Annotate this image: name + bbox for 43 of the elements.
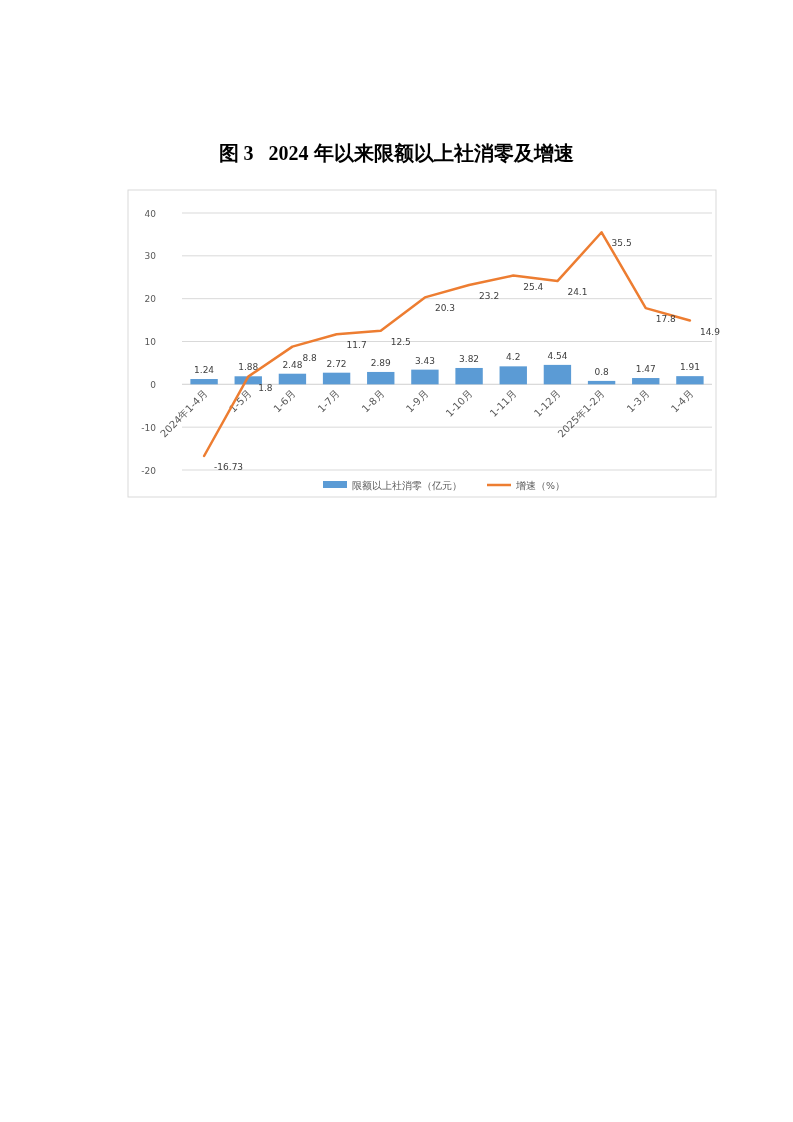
x-tick-label: 1-7月 bbox=[315, 387, 342, 415]
data-label: 1.47 bbox=[635, 364, 656, 375]
data-label: 2.89 bbox=[370, 357, 392, 368]
legend-label: 增速（%） bbox=[515, 480, 566, 491]
data-label: 23.2 bbox=[479, 290, 500, 301]
x-tick-label: 1-4月 bbox=[668, 387, 696, 415]
y-tick-label: 20 bbox=[144, 294, 157, 305]
data-label: 2.72 bbox=[326, 358, 347, 369]
y-tick-label: 40 bbox=[144, 208, 157, 219]
legend-item: 限额以上社消零（亿元） bbox=[323, 480, 462, 491]
data-label: 14.9 bbox=[699, 326, 721, 337]
data-label: 1.91 bbox=[679, 362, 700, 373]
data-label: 1.88 bbox=[238, 362, 259, 373]
data-label: 4.2 bbox=[506, 352, 521, 363]
data-label: -16.73 bbox=[214, 461, 244, 472]
data-label: 17.8 bbox=[655, 314, 677, 325]
data-label: 3.43 bbox=[414, 355, 435, 366]
data-label: 25.4 bbox=[523, 281, 544, 292]
data-label: 11.7 bbox=[346, 340, 367, 351]
data-label: 3.82 bbox=[459, 353, 480, 364]
data-label: 24.1 bbox=[567, 287, 588, 298]
data-label: 0.8 bbox=[594, 366, 610, 377]
y-tick-label: 10 bbox=[144, 337, 157, 347]
legend-item: 增速（%） bbox=[487, 480, 566, 491]
y-tick-label: -20 bbox=[141, 465, 157, 476]
x-tick-label: 1-5月 bbox=[227, 387, 254, 415]
data-label: 12.5 bbox=[390, 336, 411, 347]
data-label: 2.48 bbox=[282, 359, 303, 370]
data-label: 35.5 bbox=[611, 238, 632, 249]
data-label: 20.3 bbox=[434, 303, 455, 314]
title: 图 3 2024 年以来限额以上社消零及增速 bbox=[218, 142, 574, 164]
x-tick-label: 1-3月 bbox=[624, 387, 652, 415]
y-tick-label: 30 bbox=[144, 251, 157, 262]
y-tick-label: 0 bbox=[150, 379, 157, 390]
data-label: 4.54 bbox=[547, 350, 568, 361]
data-label: 8.8 bbox=[302, 352, 317, 363]
x-tick-label: 1-9月 bbox=[403, 387, 431, 415]
data-label: 1.8 bbox=[258, 382, 273, 393]
legend-label: 限额以上社消零（亿元） bbox=[352, 480, 462, 491]
data-label: 1.24 bbox=[194, 365, 215, 376]
y-tick-label: -10 bbox=[141, 422, 157, 433]
x-tick-label: 1-6月 bbox=[271, 387, 298, 415]
x-tick-label: 1-8月 bbox=[359, 387, 387, 415]
